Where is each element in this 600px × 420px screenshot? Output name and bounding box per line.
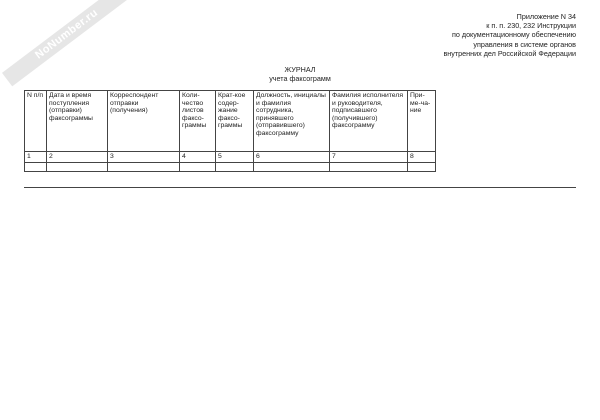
appendix-line: управления в системе органов [473,39,576,49]
header-cell: Фамилия исполнителя и руководителя, подп… [329,90,408,152]
number-cell: 5 [215,151,254,163]
header-cell: При-ме-ча-ние [407,90,436,152]
empty-row [24,161,436,172]
empty-cell [253,161,330,172]
empty-cell [179,161,216,172]
number-cell: 8 [407,151,436,163]
empty-cell [407,161,436,172]
fax-journal-table: N п/п Дата и время поступления (отправки… [24,90,436,172]
appendix-line: Приложение N 34 [516,12,576,21]
appendix-line: к п. п. 230, 232 Инструкции [486,21,576,31]
header-cell: Корреспондент отправки (получения) [107,90,180,152]
header-cell: Дата и время поступления (отправки) факс… [46,90,108,152]
number-cell: 6 [253,151,330,163]
empty-cell [46,161,108,172]
header-cell: Коли-чество листов факсо-граммы [179,90,216,152]
horizontal-divider [24,187,576,188]
number-cell: 4 [179,151,216,163]
header-cell: Крат-кое содер-жание факсо-граммы [215,90,254,152]
header-cell: Должность, инициалы и фамилия сотрудника… [253,90,330,152]
number-cell: 3 [107,151,180,163]
empty-cell [107,161,180,172]
empty-cell [24,161,47,172]
empty-cell [215,161,254,172]
empty-cell [329,161,408,172]
title: ЖУРНАЛ [284,65,316,74]
subtitle: учета факсограмм [269,73,331,83]
document-title: ЖУРНАЛ учета факсограмм [0,65,600,83]
number-cell: 2 [46,151,108,163]
appendix-note: Приложение N 34 к п. п. 230, 232 Инструк… [443,12,576,58]
column-number-row: 1 2 3 4 5 6 7 8 [24,151,436,163]
appendix-line: по документационному обеспечению [451,30,576,40]
header-cell: N п/п [24,90,47,152]
header-row: N п/п Дата и время поступления (отправки… [24,90,436,152]
appendix-line: внутренних дел Российской Федерации [443,48,576,58]
number-cell: 1 [24,151,47,163]
number-cell: 7 [329,151,408,163]
